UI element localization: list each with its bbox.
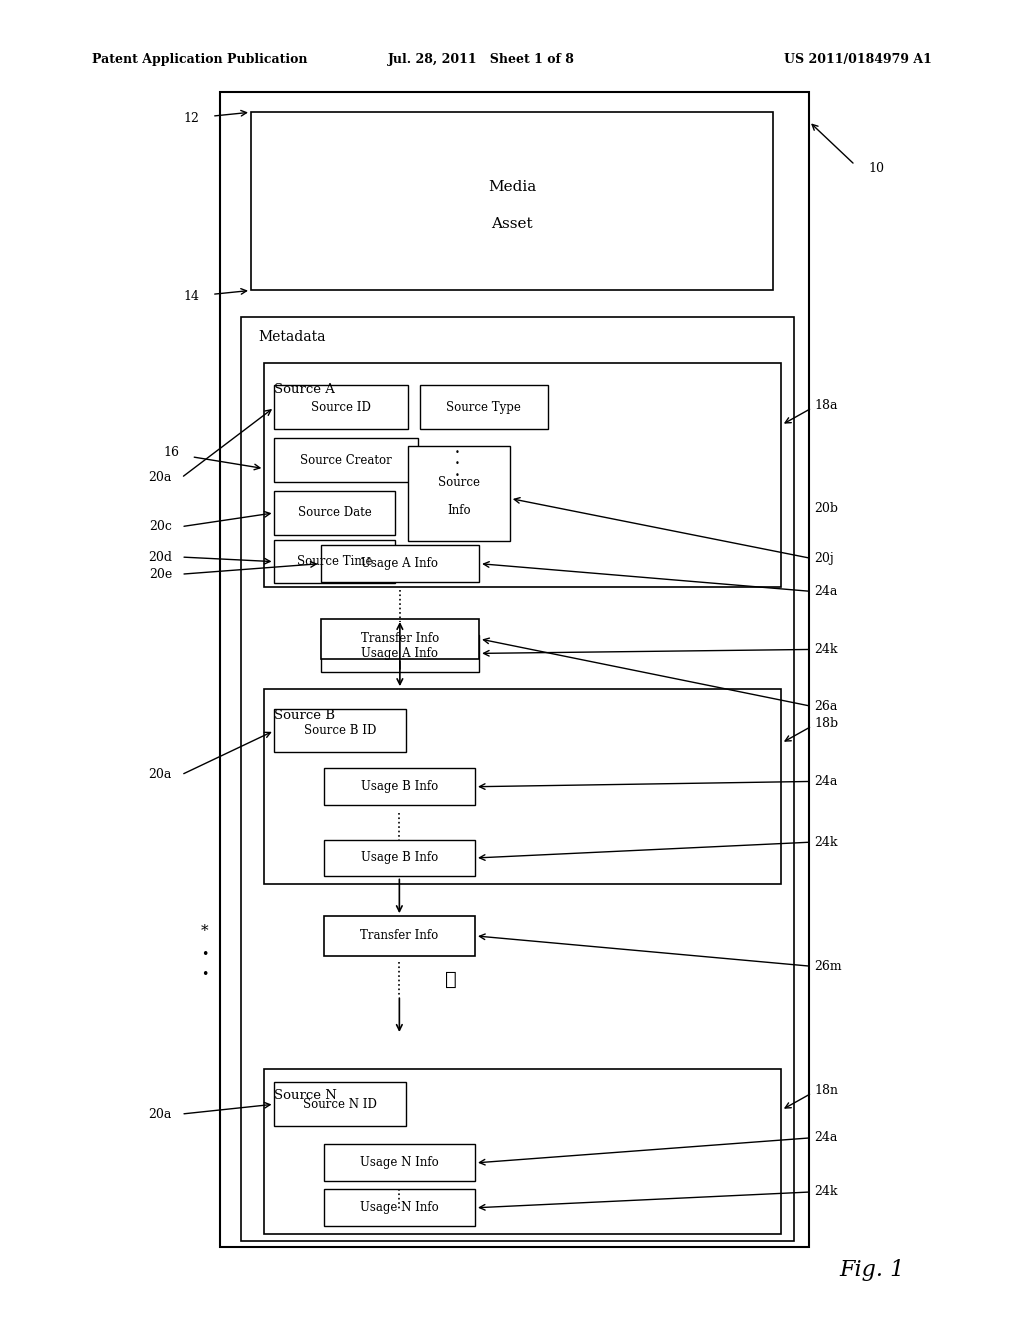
Bar (321, 635, 479, 672)
Text: 24a: 24a (814, 775, 838, 788)
Bar (420, 385, 548, 429)
Text: Info: Info (446, 504, 471, 517)
Text: *: * (201, 924, 209, 937)
Text: 24k: 24k (814, 643, 838, 656)
Bar (321, 545, 479, 582)
Text: 20a: 20a (148, 768, 172, 781)
Text: Usage B Info: Usage B Info (360, 780, 438, 793)
Text: Fig. 1: Fig. 1 (840, 1259, 905, 1280)
Text: 18b: 18b (814, 717, 839, 730)
Text: 20e: 20e (148, 568, 172, 581)
Text: 20b: 20b (814, 502, 838, 515)
Bar (321, 619, 479, 659)
Text: Jul. 28, 2011   Sheet 1 of 8: Jul. 28, 2011 Sheet 1 of 8 (388, 53, 574, 66)
Text: 24k: 24k (814, 1185, 838, 1199)
Text: •: • (455, 471, 459, 480)
Bar (324, 768, 475, 805)
Text: 20a: 20a (148, 1107, 172, 1121)
Bar (274, 1082, 406, 1126)
Bar (324, 916, 475, 956)
Text: 18a: 18a (814, 399, 838, 412)
Text: Source Date: Source Date (298, 507, 372, 519)
Text: Usage N Info: Usage N Info (360, 1156, 438, 1170)
Text: 20d: 20d (148, 550, 172, 564)
Text: •: • (201, 968, 209, 981)
Text: 26a: 26a (814, 700, 838, 713)
Text: 12: 12 (183, 112, 200, 125)
Bar (274, 540, 395, 583)
Bar (324, 1189, 475, 1226)
Text: Usage B Info: Usage B Info (360, 851, 438, 865)
Text: Source Creator: Source Creator (300, 454, 392, 466)
Text: Metadata: Metadata (258, 330, 326, 343)
Text: 16: 16 (163, 446, 179, 459)
Bar (264, 363, 781, 587)
Text: Media: Media (487, 181, 537, 194)
Text: Transfer Info: Transfer Info (360, 632, 439, 645)
Text: 24a: 24a (814, 585, 838, 598)
Bar (274, 709, 406, 752)
Text: 26m: 26m (814, 960, 842, 973)
Bar (274, 491, 395, 535)
Text: Usage N Info: Usage N Info (360, 1201, 438, 1214)
Text: Transfer Info: Transfer Info (360, 929, 438, 942)
Text: Source B: Source B (274, 709, 336, 722)
Text: 20j: 20j (814, 552, 834, 565)
Bar (408, 446, 510, 541)
Text: Source Time: Source Time (297, 556, 373, 568)
Text: 24a: 24a (814, 1131, 838, 1144)
Text: 14: 14 (183, 290, 200, 304)
Text: 18n: 18n (814, 1084, 838, 1097)
Text: •: • (455, 459, 459, 469)
Bar (264, 689, 781, 884)
Text: 10: 10 (868, 162, 885, 176)
Text: •: • (455, 447, 459, 457)
Bar (324, 840, 475, 876)
Text: ⋮: ⋮ (444, 970, 457, 989)
Bar (220, 92, 809, 1247)
Bar (274, 385, 408, 429)
Text: Source Type: Source Type (446, 401, 521, 413)
Bar (274, 438, 418, 482)
Text: 20a: 20a (148, 471, 172, 484)
Bar (264, 1069, 781, 1234)
Text: 24k: 24k (814, 836, 838, 849)
Bar (251, 112, 773, 290)
Text: Source N ID: Source N ID (303, 1098, 377, 1110)
Text: •: • (201, 948, 209, 961)
Text: Patent Application Publication: Patent Application Publication (92, 53, 307, 66)
Text: Usage A Info: Usage A Info (361, 647, 438, 660)
Text: Source B ID: Source B ID (304, 725, 376, 737)
Text: Source: Source (437, 475, 480, 488)
Text: 20c: 20c (150, 520, 172, 533)
Text: Source A: Source A (274, 383, 335, 396)
Bar (241, 317, 794, 1241)
Text: US 2011/0184979 A1: US 2011/0184979 A1 (784, 53, 932, 66)
Bar (324, 1144, 475, 1181)
Text: Asset: Asset (492, 218, 532, 231)
Text: Usage A Info: Usage A Info (361, 557, 438, 570)
Text: Source N: Source N (274, 1089, 337, 1102)
Text: Source ID: Source ID (311, 401, 371, 413)
